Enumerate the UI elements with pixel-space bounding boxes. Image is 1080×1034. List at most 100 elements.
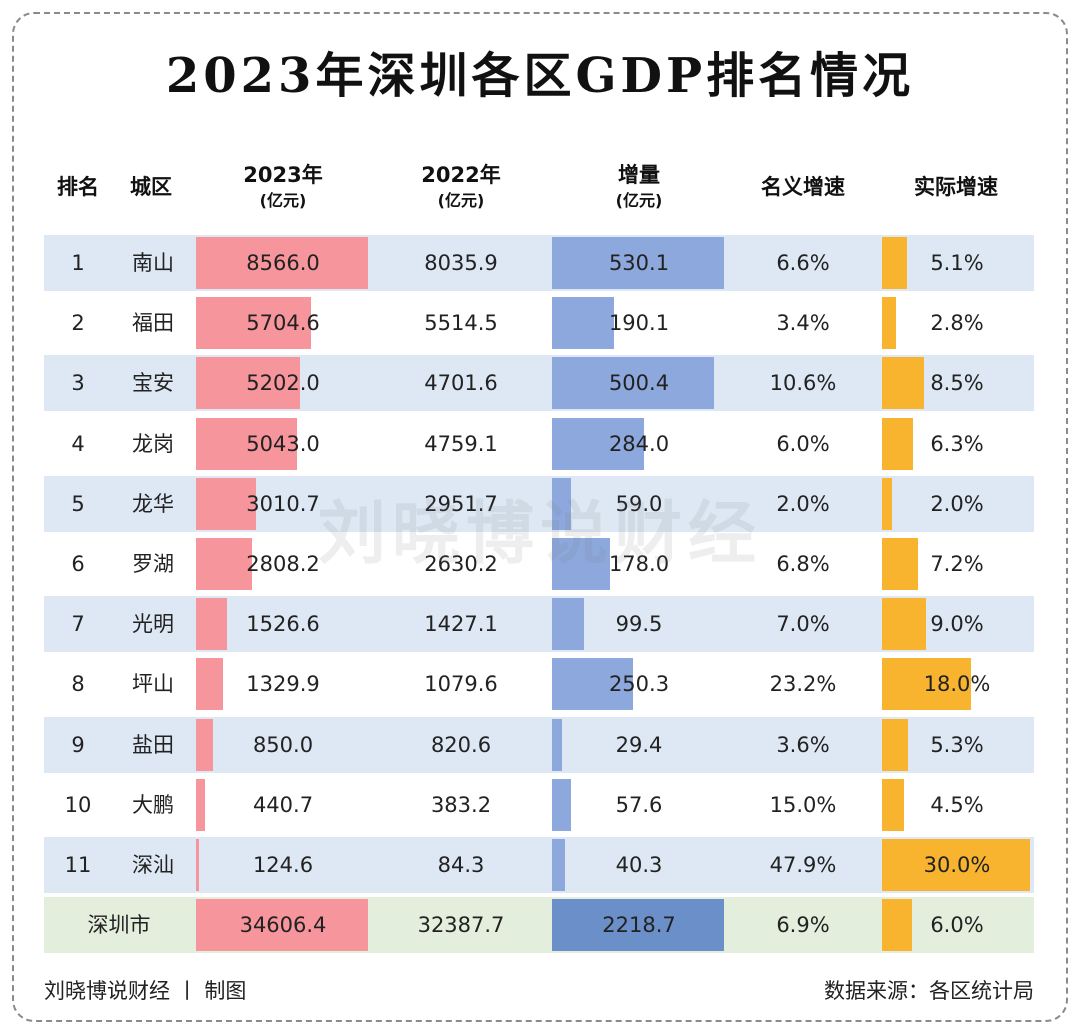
increment-bar	[552, 899, 724, 952]
table-row: 10 大鹏 440.7 383.2 57.6 15.0% 4.5%	[44, 777, 1034, 833]
table-row: 5 龙华 3010.7 2951.7 59.0 2.0% 2.0%	[44, 475, 1034, 532]
gdp2023-bar	[196, 357, 301, 410]
real-growth-value: 9.0%	[930, 612, 984, 637]
district-cell: 盐田	[132, 732, 174, 757]
real-growth-bar	[882, 718, 909, 771]
real-growth-value: 7.2%	[930, 552, 984, 576]
district-cell: 宝安	[132, 371, 174, 396]
increment-bar	[552, 538, 610, 590]
increment-value: 29.4	[615, 732, 663, 757]
rank-cell: 2	[71, 311, 85, 336]
real-growth-value: 8.5%	[930, 371, 984, 396]
gdp2022-value: 5514.5	[424, 311, 498, 336]
gdp2023-bar	[196, 839, 199, 891]
header-gdp2023-label: 2023年	[243, 163, 323, 187]
card-frame	[12, 12, 1068, 1022]
table-row: 8 坪山 1329.9 1079.6 250.3 23.2% 18.0%	[44, 656, 1034, 712]
real-growth-value: 5.1%	[930, 251, 984, 275]
real-growth-bar	[882, 538, 918, 590]
increment-value: 59.0	[615, 491, 663, 516]
nominal-growth-value: 7.0%	[776, 612, 830, 637]
increment-bar	[552, 417, 645, 470]
district-cell: 福田	[132, 311, 174, 336]
chart-title: 2023年深圳各区GDP排名情况	[165, 48, 915, 104]
increment-bar	[552, 778, 571, 831]
real-growth-bar	[882, 598, 927, 651]
gdp2023-bar	[196, 658, 223, 711]
gdp2023-bar	[196, 778, 205, 831]
increment-value: 57.6	[615, 792, 663, 817]
real-growth-bar	[882, 658, 971, 711]
rank-cell: 4	[71, 431, 85, 456]
table-row: 11 深汕 124.6 84.3 40.3 47.9% 30.0%	[44, 837, 1034, 893]
real-growth-bar	[882, 839, 1030, 891]
gdp2022-value: 4759.1	[424, 431, 498, 456]
footer-source: 数据来源：各区统计局	[824, 979, 1034, 1003]
gdp2022-value: 84.3	[437, 853, 485, 877]
gdp2023-value: 1526.6	[246, 612, 320, 637]
rank-cell: 6	[71, 552, 85, 576]
nominal-growth-value: 6.6%	[776, 251, 830, 275]
table-row: 1 南山 8566.0 8035.9 530.1 6.6% 5.1%	[44, 235, 1034, 291]
gdp2022-value: 2630.2	[424, 552, 498, 576]
increment-value: 530.1	[608, 251, 670, 275]
district-cell: 龙华	[132, 491, 174, 516]
gdp2023-value: 3010.7	[246, 491, 320, 516]
district-cell: 大鹏	[132, 792, 174, 817]
rank-cell: 11	[64, 853, 92, 877]
total-row: 深圳市 34606.4 32387.7 2218.7 6.9% 6.0%	[44, 897, 1034, 954]
gdp2023-bar	[196, 718, 214, 771]
gdp2023-bar	[196, 477, 257, 530]
district-cell: 深汕	[132, 853, 174, 877]
district-cell: 光明	[132, 612, 174, 637]
gdp2023-value: 850.0	[252, 732, 314, 757]
gdp2023-bar	[196, 598, 227, 651]
gdp2023-value: 440.7	[252, 792, 314, 817]
gdp2023-value: 8566.0	[246, 251, 320, 275]
header-district: 城区	[112, 152, 190, 222]
increment-value: 2218.7	[602, 913, 676, 938]
increment-bar	[552, 658, 634, 711]
nominal-growth-value: 3.6%	[776, 732, 830, 757]
header-real-label: 实际增速	[914, 175, 998, 199]
gdp2022-value: 383.2	[430, 792, 492, 817]
gdp2023-value: 124.6	[252, 853, 314, 877]
increment-bar	[552, 839, 566, 891]
nominal-growth-value: 2.0%	[776, 491, 830, 516]
real-growth-bar	[882, 778, 905, 831]
header-gdp2022: 2022年 (亿元)	[372, 152, 550, 222]
real-growth-value: 2.0%	[930, 491, 984, 516]
increment-bar	[552, 297, 614, 350]
table-row: 6 罗湖 2808.2 2630.2 178.0 6.8% 7.2%	[44, 536, 1034, 592]
header-rank-label: 排名	[57, 175, 99, 199]
gdp2023-value: 5043.0	[246, 431, 320, 456]
rank-cell: 7	[71, 612, 85, 637]
header-increment-label: 增量	[618, 163, 660, 187]
real-growth-value: 6.3%	[930, 431, 984, 456]
header-real: 实际增速	[878, 152, 1034, 222]
header-nominal-label: 名义增速	[761, 175, 845, 199]
header-district-label: 城区	[130, 175, 172, 199]
increment-value: 99.5	[615, 612, 663, 637]
nominal-growth-value: 6.0%	[776, 431, 830, 456]
table-row: 4 龙岗 5043.0 4759.1 284.0 6.0% 6.3%	[44, 416, 1034, 472]
gdp2022-value: 32387.7	[417, 913, 505, 938]
district-cell: 罗湖	[132, 552, 174, 576]
real-growth-bar	[882, 237, 908, 289]
real-growth-bar	[882, 477, 892, 530]
rank-cell: 8	[71, 672, 85, 697]
increment-bar	[552, 598, 585, 651]
rank-cell: 10	[64, 792, 92, 817]
gdp2022-value: 2951.7	[424, 491, 498, 516]
table-row: 7 光明 1526.6 1427.1 99.5 7.0% 9.0%	[44, 596, 1034, 653]
nominal-growth-value: 47.9%	[769, 853, 837, 877]
real-growth-bar	[882, 417, 914, 470]
table-row: 3 宝安 5202.0 4701.6 500.4 10.6% 8.5%	[44, 355, 1034, 412]
real-growth-bar	[882, 297, 896, 350]
increment-value: 284.0	[608, 431, 670, 456]
gdp2023-value: 5202.0	[246, 371, 320, 396]
gdp2022-value: 1427.1	[424, 612, 498, 637]
header-gdp2023-unit: (亿元)	[259, 191, 307, 210]
gdp2022-value: 1079.6	[424, 672, 498, 697]
